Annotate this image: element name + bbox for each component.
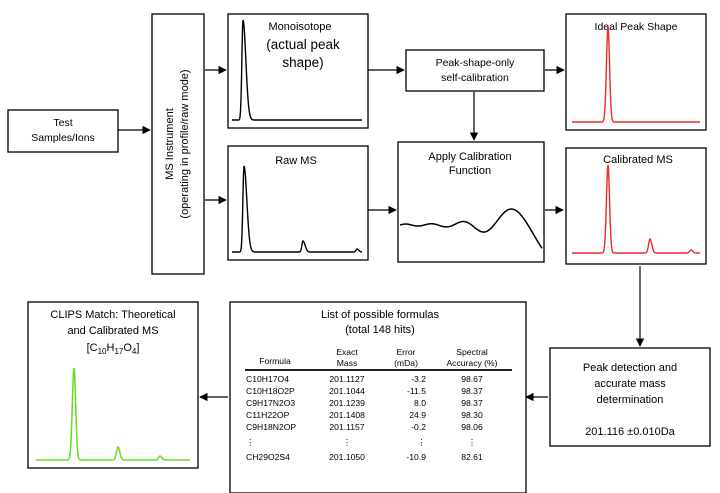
- clips-formula-sub-2: 17: [114, 347, 123, 356]
- column-header-accuracy-line1: Spectral: [456, 347, 488, 357]
- column-header-mass-line1: Exact: [336, 347, 358, 357]
- formula-row-6-mass: ⋮: [343, 437, 352, 447]
- column-header-error-line2: (mDa): [394, 358, 418, 368]
- apply-calibration-line1: Apply Calibration: [428, 151, 511, 163]
- mass-determination-value: 201.116 ±0.010Da: [585, 426, 676, 438]
- formula-row-2-error: -11.5: [407, 386, 426, 396]
- clips-formula-close: ]: [136, 342, 139, 354]
- clips-title-line1: CLIPS Match: Theoretical: [50, 309, 175, 321]
- calibrated-ms-title: Calibrated MS: [603, 154, 673, 166]
- monoisotope-line2: (actual peak: [266, 37, 340, 52]
- clips-formula-mid-2: O: [123, 342, 132, 354]
- formula-table-rows: C10H17O4 201.1127 -3.2 98.67 C10H18O2P 201.10…: [246, 374, 483, 462]
- clips-formula-mid-1: H: [106, 342, 114, 354]
- formula-row-3-formula: C9H17N2O3: [246, 398, 295, 408]
- formula-row-6-error: ⋮: [417, 437, 426, 447]
- peak-detection-line3: determination: [597, 394, 664, 406]
- apply-calibration-box: Apply Calibration Function: [397, 141, 545, 263]
- monoisotope-box: Monoisotope (actual peak shape): [227, 13, 369, 129]
- formula-row-2-mass: 201.1044: [329, 386, 365, 396]
- column-header-accuracy-line2: Accuracy (%): [446, 358, 497, 368]
- peak-detection-line2: accurate mass: [594, 378, 666, 390]
- raw-ms-spectrum-trace: [232, 165, 362, 253]
- clips-match-spectrum-trace: [36, 367, 190, 461]
- formula-row-4-mass: 201.1408: [329, 410, 365, 420]
- formula-row-6-formula: ⋮: [246, 437, 255, 447]
- monoisotope-line3: shape): [282, 55, 323, 70]
- formula-row-3-accuracy: 98.37: [461, 398, 483, 408]
- formula-row-5-accuracy: 98.06: [461, 422, 483, 432]
- formula-row-7-mass: 201.1050: [329, 452, 365, 462]
- connectors: [118, 65, 645, 402]
- ideal-peak-trace: [572, 25, 700, 123]
- formula-list-hit-count: (total 148 hits): [345, 324, 415, 336]
- calibration-function-waveform: [399, 208, 543, 249]
- formula-row-3-error: 8.0: [414, 398, 426, 408]
- clips-title-line2: and Calibrated MS: [67, 325, 158, 337]
- calibrated-ms-box: Calibrated MS: [565, 147, 707, 265]
- test-samples-line2: Samples/Ions: [31, 132, 95, 144]
- apply-calibration-line2: Function: [449, 165, 491, 177]
- formula-row-4-formula: C11H22OP: [246, 410, 290, 420]
- self-calibration-box: Peak-shape-only self-calibration: [405, 49, 545, 92]
- monoisotope-peak-trace: [232, 19, 362, 121]
- ideal-peak-title: Ideal Peak Shape: [595, 21, 678, 33]
- clips-match-box: CLIPS Match: Theoretical and Calibrated …: [27, 301, 199, 469]
- clips-formula: [C10H17O4]: [87, 342, 140, 356]
- self-calibration-line1: Peak-shape-only: [436, 57, 516, 69]
- ms-instrument-line2: (operating in profile/raw mode): [179, 69, 191, 218]
- ms-instrument-box: MS Instrument (operating in profile/raw …: [151, 13, 205, 275]
- formula-row-6-accuracy: ⋮: [468, 437, 477, 447]
- self-calibration-line2: self-calibration: [441, 72, 509, 84]
- column-header-error-line1: Error: [396, 347, 415, 357]
- formula-list-title: List of possible formulas: [321, 309, 439, 321]
- column-header-mass-line2: Mass: [337, 358, 358, 368]
- ms-instrument-line1: MS Instrument: [164, 108, 176, 180]
- clips-formula-open: [C: [87, 342, 98, 354]
- raw-ms-box: Raw MS: [227, 145, 369, 261]
- formula-list-box: List of possible formulas (total 148 hit…: [229, 301, 527, 493]
- test-samples-line1: Test: [53, 117, 72, 129]
- raw-ms-title: Raw MS: [275, 155, 317, 167]
- formula-row-5-error: -0.2: [411, 422, 426, 432]
- formula-row-1-accuracy: 98.67: [461, 374, 483, 384]
- formula-row-1-error: -3.2: [411, 374, 426, 384]
- formula-row-4-error: 24.9: [409, 410, 426, 420]
- test-samples-box: Test Samples/Ions: [7, 109, 119, 153]
- monoisotope-line1: Monoisotope: [269, 21, 332, 33]
- formula-row-3-mass: 201.1239: [329, 398, 365, 408]
- formula-row-4-accuracy: 98.30: [461, 410, 483, 420]
- clips-formula-sub-1: 10: [98, 347, 107, 356]
- ideal-peak-box: Ideal Peak Shape: [565, 13, 707, 131]
- peak-detection-box: Peak detection and accurate mass determi…: [549, 347, 711, 447]
- formula-row-7-error: -10.9: [406, 452, 426, 462]
- peak-detection-line1: Peak detection and: [583, 362, 677, 374]
- calibrated-ms-spectrum-trace: [572, 164, 700, 254]
- formula-row-5-formula: C9H18N2OP: [246, 422, 296, 432]
- formula-row-5-mass: 201.1157: [329, 422, 364, 432]
- column-header-formula: Formula: [259, 356, 291, 366]
- formula-row-7-formula: CH29O2S4: [246, 452, 290, 462]
- formula-row-1-formula: C10H17O4: [246, 374, 289, 384]
- formula-row-2-accuracy: 98.37: [461, 386, 483, 396]
- formula-row-1-mass: 201.1127: [329, 374, 364, 384]
- formula-row-7-accuracy: 82.61: [461, 452, 483, 462]
- formula-row-2-formula: C10H18O2P: [246, 386, 295, 396]
- clips-formula-sub-3: 4: [132, 347, 137, 356]
